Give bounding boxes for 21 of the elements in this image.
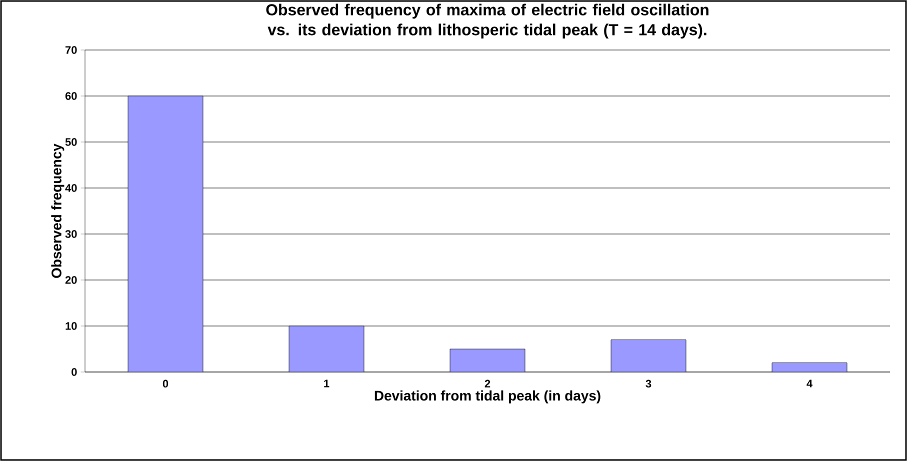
- y-axis-title: Observed frequency: [51, 144, 64, 278]
- bar: [610, 340, 686, 372]
- y-tick-label: 0: [72, 368, 77, 376]
- bar: [450, 348, 526, 372]
- x-axis-title: Deviation from tidal peak (in days): [374, 390, 600, 404]
- x-tick-label: 4: [806, 380, 812, 388]
- y-tick-label: 20: [65, 276, 77, 284]
- x-tick-label: 3: [646, 380, 652, 388]
- y-tick-label: 60: [65, 92, 77, 100]
- x-tick-label: 0: [162, 380, 168, 388]
- x-tick-label: 1: [324, 380, 330, 388]
- y-tick-label: 30: [65, 230, 77, 238]
- chart-title: Observed frequency of maxima of electric field oscillation vs. its deviation from lithosperic tidal peak (T = 14 days).: [266, 4, 708, 39]
- x-tick-label: 2: [484, 380, 490, 388]
- bar: [288, 326, 364, 372]
- y-tick-label: 50: [65, 138, 77, 146]
- y-tick-label: 70: [66, 46, 77, 54]
- y-tick-label: 10: [66, 322, 77, 330]
- y-tick-label: 40: [65, 184, 77, 192]
- bar: [128, 96, 204, 372]
- bar: [772, 362, 848, 372]
